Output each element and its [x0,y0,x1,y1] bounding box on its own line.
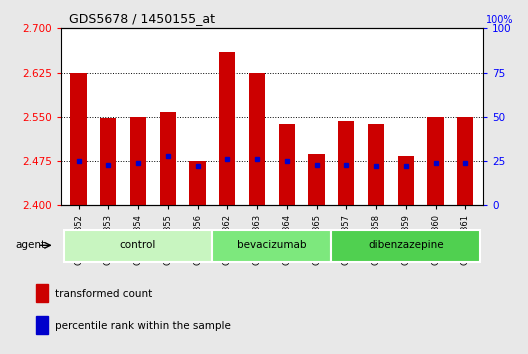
Text: dibenzazepine: dibenzazepine [368,240,444,250]
Bar [457,117,474,205]
Bar [36,316,49,334]
Text: transformed count: transformed count [55,289,153,299]
Bar [130,117,146,205]
Bar [398,156,414,205]
Text: control: control [120,240,156,250]
Bar [70,73,87,205]
Bar [338,121,354,205]
Bar [159,112,176,205]
Bar [308,154,325,205]
FancyBboxPatch shape [212,230,332,262]
Bar [279,124,295,205]
Bar [36,284,49,302]
Text: GDS5678 / 1450155_at: GDS5678 / 1450155_at [69,12,215,25]
FancyBboxPatch shape [64,230,212,262]
Text: agent: agent [15,240,45,250]
Bar [427,117,444,205]
FancyBboxPatch shape [332,230,480,262]
Bar [219,52,235,205]
Bar [368,124,384,205]
Bar [100,118,117,205]
Bar [190,161,206,205]
Bar [249,73,265,205]
Text: percentile rank within the sample: percentile rank within the sample [55,320,231,331]
Text: bevacizumab: bevacizumab [237,240,307,250]
Text: 100%: 100% [486,15,513,25]
